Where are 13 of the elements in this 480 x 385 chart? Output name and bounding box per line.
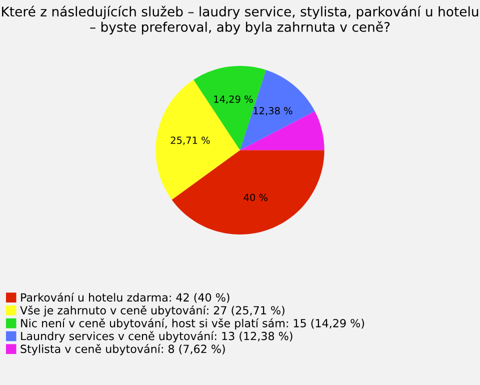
- legend-label: Laundry services v ceně ubytování: 13 (12,38 %): [21, 331, 292, 342]
- legend-label: Nic není v ceně ubytování, host si vše platí sám: 15 (14,29 %): [21, 318, 364, 330]
- pie-slice: [240, 70, 315, 150]
- data-label: 14,29 %: [214, 95, 253, 104]
- legend-label: Vše je zahrnuto v ceně ubytování: 27 (25,71 %): [20, 305, 284, 317]
- legend-label: Stylista v ceně ubytování: 8 (7,62 %): [20, 344, 225, 356]
- chart-title: Které z následujících služeb – laudry service, stylista, parkování u hotelu – byste preferoval, aby byla zahrnuta v ceně?: [2, 6, 478, 34]
- pie-slice: [172, 150, 324, 234]
- data-label: 40 %: [244, 194, 268, 202]
- data-label: 25,71 %: [170, 136, 210, 145]
- data-label: 12,38 %: [254, 107, 292, 116]
- legend-label: Parkování u hotelu zdarma: 42 (40 %): [21, 292, 230, 303]
- pie-slice: [156, 80, 240, 200]
